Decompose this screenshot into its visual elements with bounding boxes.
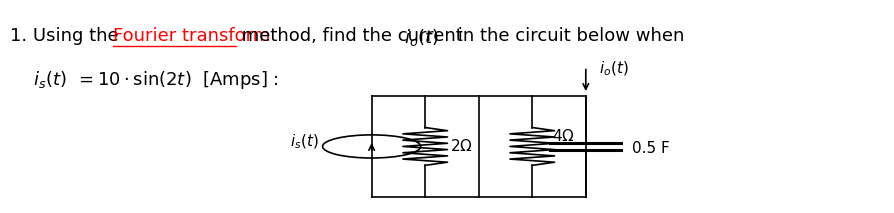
Text: $\mathit{i}_{o}(t)$: $\mathit{i}_{o}(t)$ [403, 27, 438, 48]
Text: method, find the current: method, find the current [236, 27, 468, 45]
Text: in the circuit below when: in the circuit below when [451, 27, 684, 45]
Text: $\mathit{i}_{s}(t)$: $\mathit{i}_{s}(t)$ [32, 69, 66, 90]
Text: $= 10\cdot\sin(2t)$  [Amps] :: $= 10\cdot\sin(2t)$ [Amps] : [74, 69, 278, 91]
Text: 1. Using the: 1. Using the [11, 27, 124, 45]
Text: $\mathit{i}_{s}(t)$: $\mathit{i}_{s}(t)$ [290, 133, 319, 151]
Text: 2$\Omega$: 2$\Omega$ [450, 138, 472, 154]
Text: Fourier transform: Fourier transform [113, 27, 270, 45]
Text: 0.5 F: 0.5 F [631, 141, 670, 156]
Text: $\mathit{i}_{o}(t)$: $\mathit{i}_{o}(t)$ [598, 59, 628, 78]
Text: 4$\Omega$: 4$\Omega$ [552, 128, 574, 144]
